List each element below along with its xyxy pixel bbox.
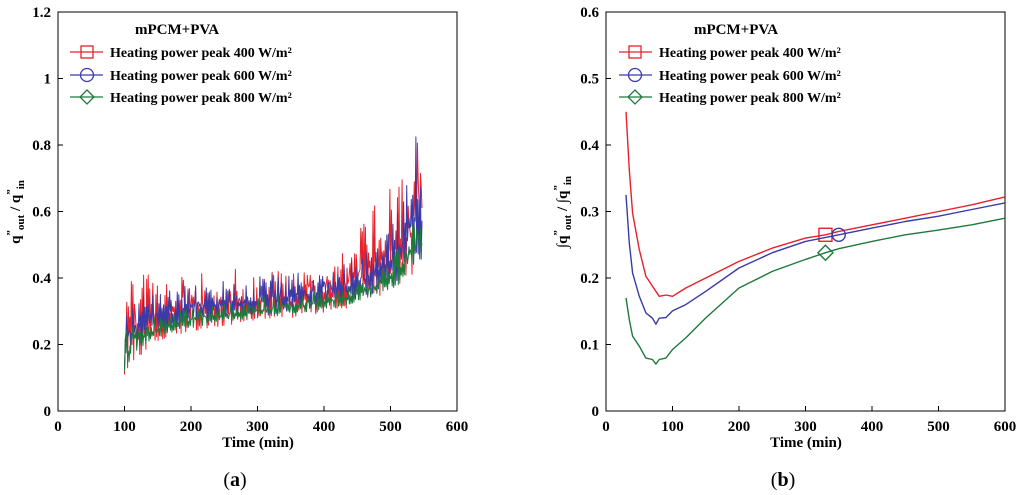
legend-label-b-600: Heating power peak 600 W/m² [659, 69, 841, 84]
legend-circle-marker-a [79, 67, 95, 83]
series-group-a [124, 136, 423, 375]
series-line-b-800 [625, 217, 1006, 365]
legend-diamond-marker-a [79, 89, 95, 105]
panel-caption-b: (b) [771, 469, 795, 491]
x-tick-label-a-200: 200 [180, 419, 203, 435]
x-tick-label-a-0: 0 [54, 419, 62, 435]
x-tick-label-b-600: 600 [994, 419, 1017, 435]
legend-label-a-400: Heating power peak 400 W/m² [110, 46, 292, 61]
legend-b: mPCM+PVA Heating power peak 400 W/m² Hea… [619, 22, 841, 106]
x-ticks-b: 0 100 200 300 400 500 600 [602, 406, 1016, 435]
chart-panel-b: 0 100 200 300 400 500 600 00.10.20.30.40.50.6 … [552, 5, 1016, 491]
legend-diamond-marker-b [627, 89, 643, 105]
y-tick-label-b-0.4: 0.4 [580, 138, 599, 154]
chart-panel-a: 0 100 200 300 400 500 600 0 0.2 0.4 0.6 0.8 1 1.2 Ti… [5, 5, 468, 491]
data-marker-diamond-b [816, 244, 834, 262]
legend-entry-b-400: Heating power peak 400 W/m² [619, 45, 841, 61]
panel-caption-a: (a) [223, 469, 246, 491]
legend-entry-a-800: Heating power peak 800 W/m² [70, 89, 292, 106]
y-tick-label-a-0.4: 0.4 [32, 271, 51, 287]
legend-label-a-600: Heating power peak 600 W/m² [110, 69, 292, 84]
legend-entry-b-800: Heating power peak 800 W/m² [619, 89, 841, 106]
series-line-a-600 [124, 136, 423, 368]
legend-title-a: mPCM+PVA [135, 22, 219, 38]
y-tick-label-a-0.2: 0.2 [32, 338, 51, 354]
legend-label-b-800: Heating power peak 800 W/m² [659, 91, 841, 106]
y-tick-label-a-1: 1 [44, 72, 52, 88]
legend-title-b: mPCM+PVA [694, 22, 778, 38]
y-ticks-b: 0 0.1 0.2 0.3 0.4 0.5 0.6 [580, 5, 611, 420]
y-tick-label-a-0.8: 0.8 [32, 138, 51, 154]
y-tick-label-b-0.2: 0.2 [580, 271, 599, 287]
series-line-b-400 [625, 111, 1006, 297]
y-tick-label-b-0: 0 [592, 404, 600, 420]
series-line-b-600 [625, 194, 1006, 325]
x-tick-label-b-200: 200 [728, 419, 751, 435]
y-tick-label-b-0.1: 0.1 [580, 338, 599, 354]
x-tick-label-a-500: 500 [379, 419, 402, 435]
y-axis-title-a: q”out / q”in [5, 180, 27, 244]
x-ticks-a: 0 100 200 300 400 500 600 [54, 406, 468, 435]
y-ticks-a: 0 0.2 0.4 0.6 0.8 1 1.2 [32, 5, 63, 420]
legend-label-b-400: Heating power peak 400 W/m² [659, 46, 841, 61]
data-marker-circle-b [831, 227, 846, 242]
x-tick-label-a-600: 600 [446, 419, 469, 435]
legend-square-marker-b [628, 45, 642, 59]
y-axis-title-b: ∫q”out / ∫q”in [552, 176, 574, 249]
legend-entry-a-400: Heating power peak 400 W/m² [70, 45, 292, 61]
series-line-a-800 [124, 223, 423, 372]
x-tick-label-b-0: 0 [602, 419, 610, 435]
x-tick-label-a-400: 400 [313, 419, 336, 435]
x-tick-label-a-300: 300 [246, 419, 269, 435]
legend-entry-b-600: Heating power peak 600 W/m² [619, 67, 841, 84]
y-tick-label-a-1.2: 1.2 [32, 5, 51, 21]
legend-circle-marker-b [627, 67, 643, 83]
y-tick-label-a-0.6: 0.6 [32, 205, 51, 221]
legend-label-a-800: Heating power peak 800 W/m² [110, 91, 292, 106]
x-tick-label-b-500: 500 [927, 419, 950, 435]
series-group-b [625, 111, 1006, 365]
y-tick-label-b-0.3: 0.3 [580, 205, 599, 221]
x-tick-label-a-100: 100 [113, 419, 136, 435]
x-axis-title-a: Time (min) [222, 435, 294, 451]
x-tick-label-b-100: 100 [661, 419, 684, 435]
y-tick-label-b-0.6: 0.6 [580, 5, 599, 21]
x-axis-title-b: Time (min) [770, 435, 842, 451]
y-tick-label-a-0: 0 [44, 404, 52, 420]
legend-square-marker-a [80, 45, 94, 59]
x-tick-label-b-400: 400 [861, 419, 884, 435]
y-tick-label-b-0.5: 0.5 [580, 72, 599, 88]
legend-a: mPCM+PVA Heating power peak 400 W/m² Hea… [70, 22, 292, 106]
legend-entry-a-600: Heating power peak 600 W/m² [70, 67, 292, 84]
x-tick-label-b-300: 300 [794, 419, 817, 435]
